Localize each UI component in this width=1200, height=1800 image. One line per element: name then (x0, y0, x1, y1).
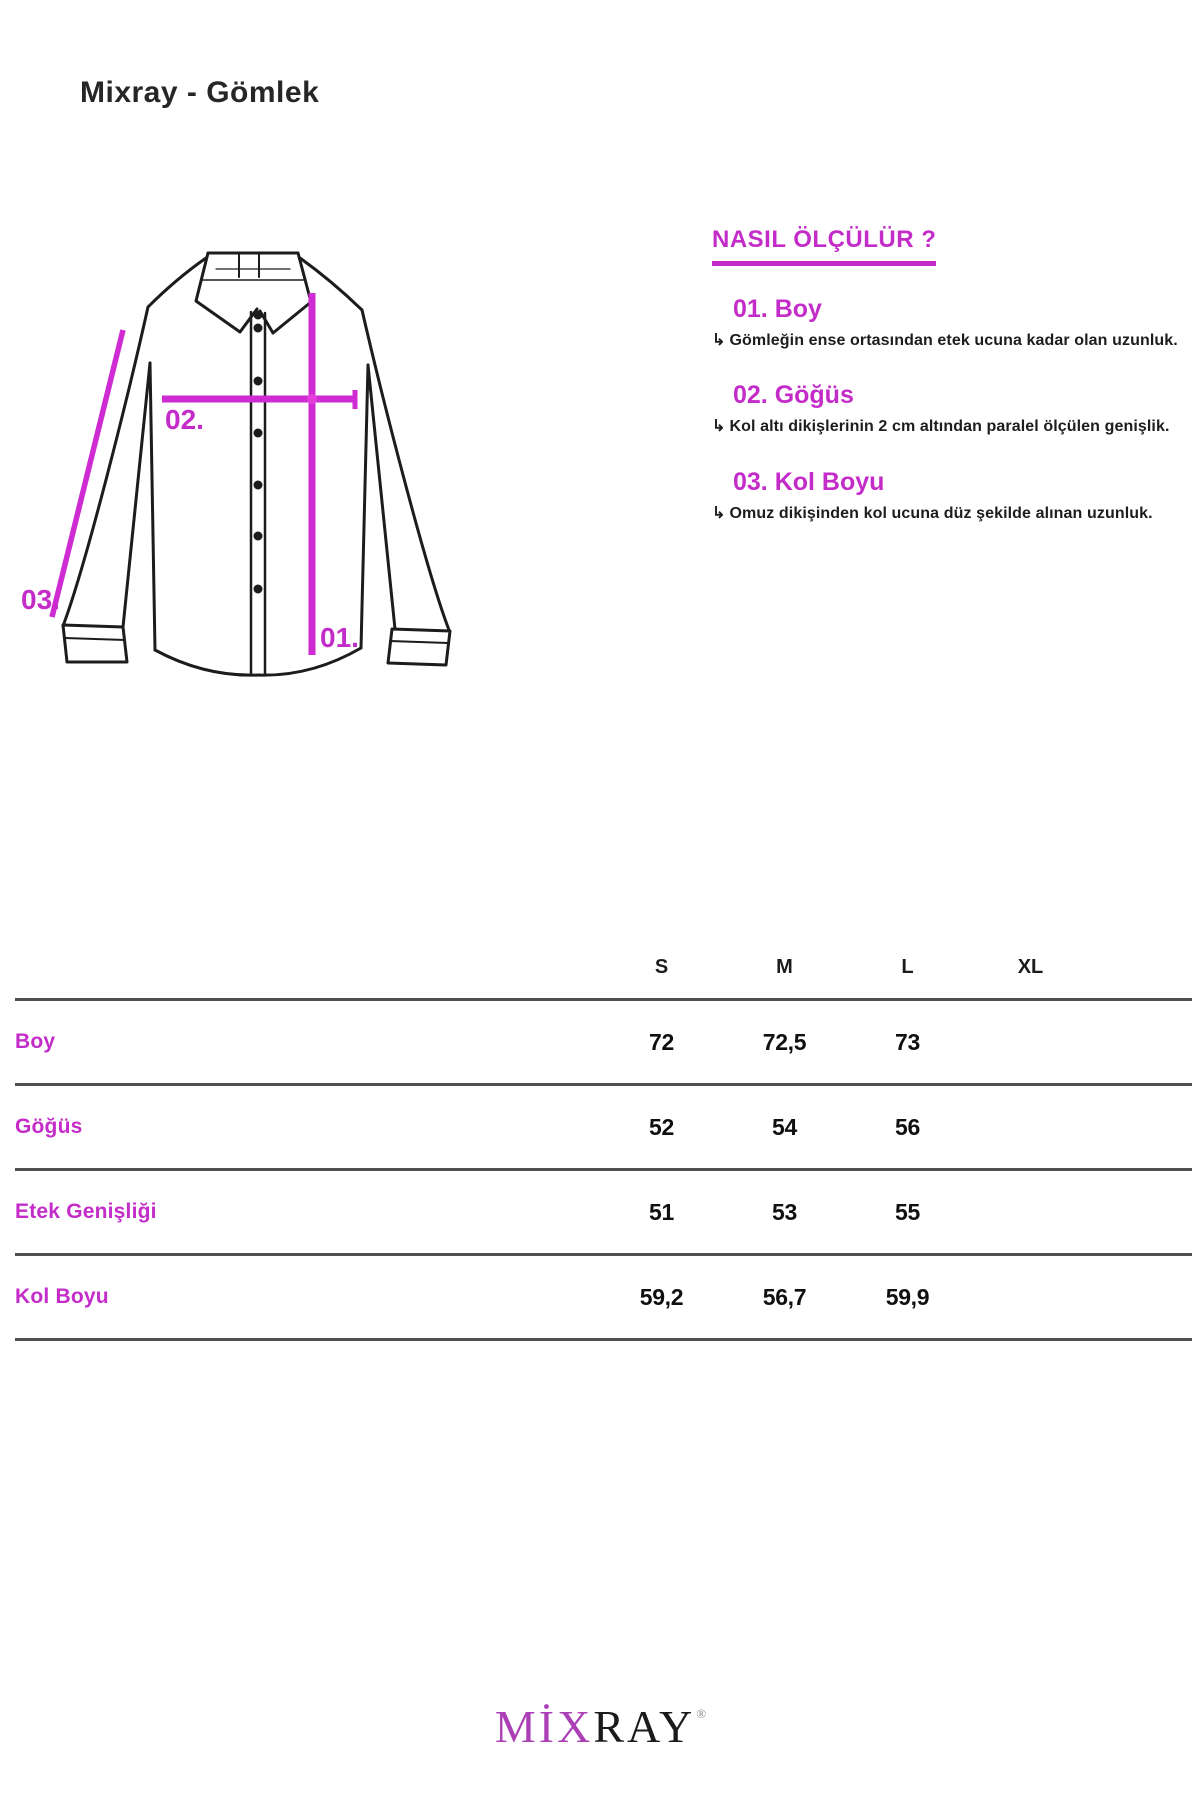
shirt-line-art: 02. 01. 03. (21, 251, 452, 677)
shirt-cuff-right (386, 627, 452, 667)
cell-etek-m: 53 (723, 1169, 846, 1256)
row-spacer-cell (1092, 1084, 1192, 1171)
size-table: S M L XL Boy 72 72,5 73 Göğüs 52 54 56 (15, 936, 1192, 1341)
shirt-body-right-seam (359, 363, 370, 650)
shirt-cuff-left-seam (64, 637, 126, 641)
size-table-spacer-cell (1092, 936, 1192, 1001)
shirt-sleeve-left-outer (61, 305, 150, 628)
shirt-cuff-left (61, 623, 129, 664)
branch-arrow-icon: ↳ (712, 504, 726, 522)
cell-kol-m: 56,7 (723, 1254, 846, 1341)
row-label: Kol Boyu (15, 1254, 600, 1341)
cell-boy-xl (969, 999, 1092, 1086)
size-table-header-row: S M L XL (15, 936, 1192, 1001)
shirt-shoulder-left (146, 256, 208, 309)
measure-section-gogus: 02. Göğüs ↳ Kol altı dikişlerinin 2 cm al… (712, 380, 1187, 438)
size-table-corner-cell (15, 936, 600, 1001)
shirt-cuff-right-seam (389, 640, 449, 644)
cell-etek-l: 55 (846, 1169, 969, 1256)
shirt-shoulder-right (298, 256, 364, 312)
measure-line-03-sleeve (49, 329, 126, 618)
row-spacer-cell (1092, 1254, 1192, 1341)
brand-logo: MİXRAY® (0, 1700, 1200, 1753)
measure-section-desc: ↳ Kol altı dikişlerinin 2 cm altından par… (712, 416, 1187, 438)
row-label: Boy (15, 999, 600, 1086)
logo-mix-text: MİX (494, 1701, 594, 1752)
cell-boy-s: 72 (600, 999, 723, 1086)
shirt-collar-wing-right (258, 251, 313, 335)
cell-boy-m: 72,5 (723, 999, 846, 1086)
cell-gogus-l: 56 (846, 1084, 969, 1171)
size-col-m: M (723, 936, 846, 1001)
branch-arrow-icon: ↳ (712, 418, 726, 436)
shirt-sleeve-right-outer (360, 308, 451, 632)
shirt-diagram: 02. 01. 03. (20, 185, 470, 695)
measure-label-03: 03. (21, 584, 60, 615)
measure-section-boy: 01. Boy ↳ Gömleğin ense ortasından etek u… (712, 294, 1187, 352)
registered-trademark-icon: ® (696, 1706, 707, 1721)
table-row-boy: Boy 72 72,5 73 (15, 999, 1192, 1086)
how-to-measure-panel: NASIL ÖLÇÜLÜR ? 01. Boy ↳ Gömleğin ense o… (712, 226, 1187, 525)
measure-label-01: 01. (320, 622, 359, 653)
cell-etek-xl (969, 1169, 1092, 1256)
measure-section-kol-boyu: 03. Kol Boyu ↳ Omuz dikişinden kol ucuna … (712, 467, 1187, 525)
row-label: Göğüs (15, 1084, 600, 1171)
cell-etek-s: 51 (600, 1169, 723, 1256)
shirt-sleeve-left-inner (121, 361, 152, 629)
measure-section-label: 01. Boy (733, 295, 822, 323)
shirt-sleeve-right-inner (366, 363, 397, 631)
measure-section-label: 03. Kol Boyu (733, 467, 885, 496)
how-to-measure-heading: NASIL ÖLÇÜLÜR ? (712, 226, 937, 266)
table-row-gogus: Göğüs 52 54 56 (15, 1084, 1192, 1171)
size-col-l: L (846, 936, 969, 1001)
row-spacer-cell (1092, 999, 1192, 1086)
shirt-hem (153, 646, 363, 677)
page-title: Mixray - Gömlek (80, 76, 320, 109)
table-row-etek-genisligi: Etek Genişliği 51 53 55 (15, 1169, 1192, 1256)
measure-desc-text: Omuz dikişinden kol ucuna düz şekilde al… (729, 504, 1153, 522)
cell-kol-l: 59,9 (846, 1254, 969, 1341)
measure-label-02: 02. (165, 404, 204, 435)
shirt-buttons (253, 310, 263, 594)
measure-section-desc: ↳ Gömleğin ense ortasından etek ucuna kad… (712, 330, 1187, 352)
row-spacer-cell (1092, 1169, 1192, 1256)
measure-desc-text: Gömleğin ense ortasından etek ucuna kada… (729, 332, 1178, 349)
shirt-body-left-seam (148, 361, 157, 652)
size-col-s: S (600, 936, 723, 1001)
size-col-xl: XL (969, 936, 1092, 1001)
measure-section-label: 02. Göğüs (733, 381, 854, 410)
branch-arrow-icon: ↳ (712, 332, 726, 349)
measure-line-cross-dot (307, 394, 317, 404)
cell-gogus-xl (969, 1084, 1092, 1171)
measure-desc-text: Kol altı dikişlerinin 2 cm altından para… (729, 418, 1170, 436)
measure-section-desc: ↳ Omuz dikişinden kol ucuna düz şekilde a… (712, 503, 1187, 525)
row-label: Etek Genişliği (15, 1169, 600, 1256)
cell-kol-s: 59,2 (600, 1254, 723, 1341)
cell-gogus-s: 52 (600, 1084, 723, 1171)
logo-ray-text: RAY (593, 1701, 696, 1752)
table-row-kol-boyu: Kol Boyu 59,2 56,7 59,9 (15, 1254, 1192, 1341)
shirt-collar-wing-left (194, 251, 259, 334)
cell-gogus-m: 54 (723, 1084, 846, 1171)
cell-boy-l: 73 (846, 999, 969, 1086)
cell-kol-xl (969, 1254, 1092, 1341)
